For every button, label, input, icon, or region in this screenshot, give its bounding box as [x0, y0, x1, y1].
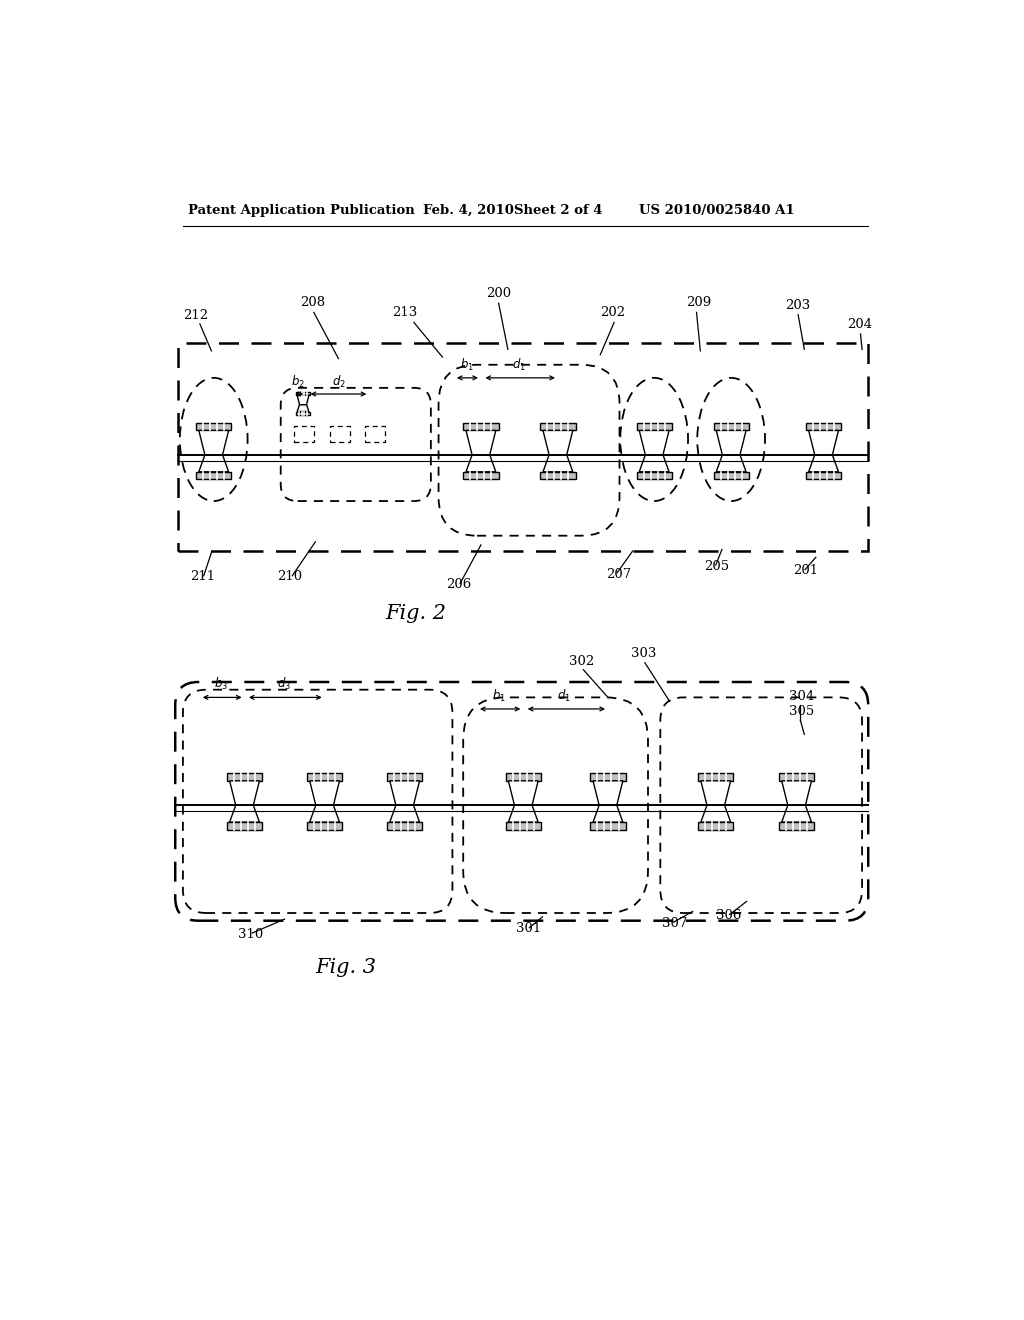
Bar	[591, 822, 626, 829]
Polygon shape	[390, 805, 420, 822]
Text: 213: 213	[392, 306, 418, 319]
Polygon shape	[466, 430, 496, 455]
Polygon shape	[466, 455, 496, 471]
Polygon shape	[229, 781, 259, 805]
Text: $d_2$: $d_2$	[332, 374, 345, 389]
FancyBboxPatch shape	[366, 426, 385, 442]
Bar	[227, 774, 262, 781]
Bar	[779, 774, 814, 781]
Text: Feb. 4, 2010: Feb. 4, 2010	[423, 205, 514, 218]
Polygon shape	[700, 805, 731, 822]
Bar	[506, 774, 541, 781]
Polygon shape	[639, 455, 669, 471]
Text: 205: 205	[705, 561, 729, 573]
Text: 303: 303	[631, 647, 656, 660]
Bar	[698, 774, 733, 781]
Polygon shape	[809, 455, 839, 471]
Text: $d_1$: $d_1$	[557, 688, 571, 704]
FancyBboxPatch shape	[330, 426, 350, 442]
Bar	[637, 471, 672, 479]
Text: 203: 203	[785, 298, 810, 312]
Polygon shape	[639, 430, 669, 455]
Text: 201: 201	[793, 564, 818, 577]
Text: US 2010/0025840 A1: US 2010/0025840 A1	[639, 205, 795, 218]
Polygon shape	[716, 455, 746, 471]
Polygon shape	[593, 805, 623, 822]
Polygon shape	[781, 781, 811, 805]
Text: Sheet 2 of 4: Sheet 2 of 4	[514, 205, 602, 218]
Text: 212: 212	[183, 309, 208, 322]
Bar	[296, 392, 310, 395]
Bar	[387, 774, 422, 781]
Polygon shape	[543, 455, 572, 471]
Text: 310: 310	[239, 928, 263, 941]
Bar	[779, 822, 814, 829]
Text: Fig. 3: Fig. 3	[315, 958, 377, 977]
Polygon shape	[297, 395, 309, 405]
Bar	[227, 822, 262, 829]
Polygon shape	[199, 455, 228, 471]
Polygon shape	[809, 430, 839, 455]
Text: 208: 208	[300, 296, 325, 309]
Bar	[463, 422, 499, 430]
Polygon shape	[508, 781, 539, 805]
Polygon shape	[700, 781, 731, 805]
Text: 200: 200	[486, 286, 511, 300]
Bar	[714, 422, 749, 430]
Polygon shape	[309, 805, 340, 822]
Text: $b_2$: $b_2$	[292, 374, 305, 389]
Bar	[591, 774, 626, 781]
Polygon shape	[716, 430, 746, 455]
Polygon shape	[199, 430, 228, 455]
Text: 207: 207	[606, 568, 632, 581]
Bar	[197, 422, 231, 430]
Text: 305: 305	[788, 705, 814, 718]
Bar	[197, 471, 231, 479]
Polygon shape	[229, 805, 259, 822]
Text: 302: 302	[569, 655, 595, 668]
Text: 301: 301	[515, 923, 541, 936]
Text: $b_1$: $b_1$	[460, 358, 474, 374]
Bar	[698, 822, 733, 829]
Bar	[806, 422, 841, 430]
Text: 204: 204	[847, 318, 871, 331]
Text: Fig. 2: Fig. 2	[385, 603, 446, 623]
Polygon shape	[508, 805, 539, 822]
Text: 211: 211	[190, 570, 216, 583]
Bar	[506, 822, 541, 829]
Bar	[637, 422, 672, 430]
Bar	[307, 822, 342, 829]
Text: 304: 304	[788, 690, 814, 702]
Text: 306: 306	[716, 909, 741, 923]
Text: 209: 209	[686, 296, 712, 309]
Text: 206: 206	[446, 578, 471, 591]
Polygon shape	[593, 781, 623, 805]
Polygon shape	[297, 405, 309, 412]
Polygon shape	[309, 781, 340, 805]
Text: $b_3$: $b_3$	[214, 676, 228, 692]
Bar	[296, 412, 310, 414]
Bar	[463, 471, 499, 479]
Bar	[541, 471, 575, 479]
Text: $d_1$: $d_1$	[512, 358, 526, 374]
Bar	[178, 343, 868, 552]
Text: 210: 210	[276, 570, 302, 583]
FancyBboxPatch shape	[294, 426, 313, 442]
Polygon shape	[390, 781, 420, 805]
Polygon shape	[781, 805, 811, 822]
Text: $d_3$: $d_3$	[276, 676, 291, 692]
Bar	[541, 422, 575, 430]
Text: 202: 202	[600, 306, 626, 319]
Bar	[806, 471, 841, 479]
Bar	[307, 774, 342, 781]
Polygon shape	[543, 430, 572, 455]
Text: Patent Application Publication: Patent Application Publication	[188, 205, 415, 218]
Bar	[387, 822, 422, 829]
Bar	[714, 471, 749, 479]
Text: 307: 307	[662, 917, 687, 929]
Text: $b_1$: $b_1$	[493, 688, 506, 704]
